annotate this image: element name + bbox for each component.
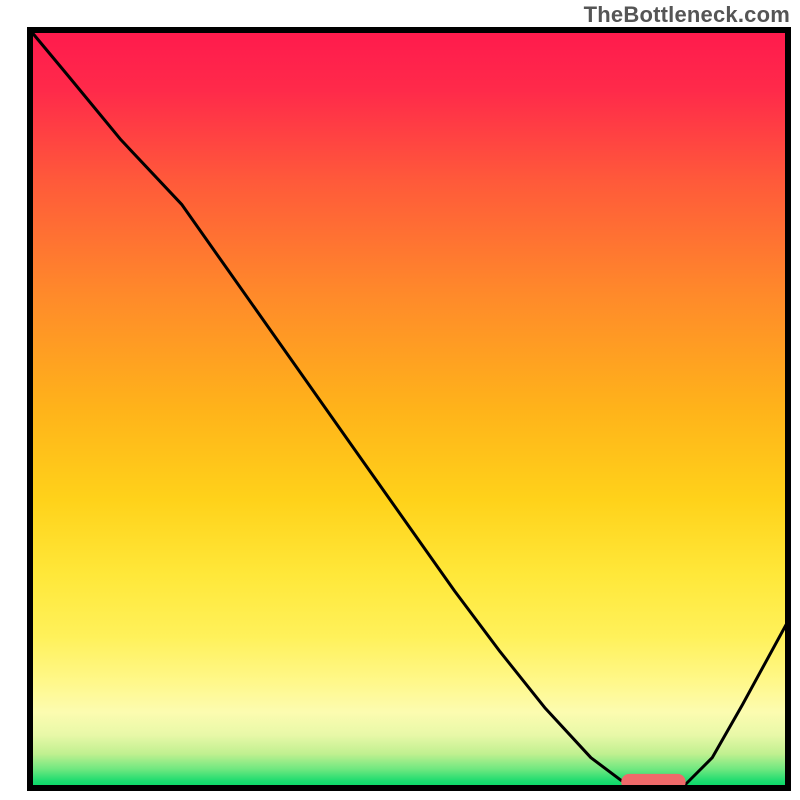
chart-container: TheBottleneck.com [0,0,800,800]
gradient-background [30,30,788,788]
bottleneck-chart [0,0,800,800]
